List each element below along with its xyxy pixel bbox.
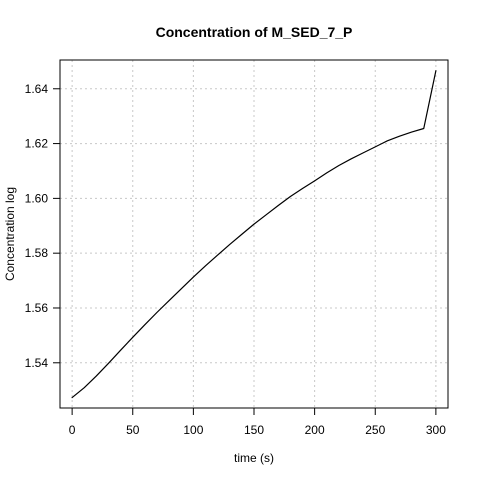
y-axis: 1.54 1.56 1.58 1.60 1.62 1.64 [25, 82, 61, 370]
x-tick-label: 150 [244, 423, 264, 437]
x-tick-label: 100 [183, 423, 203, 437]
y-tick-label: 1.56 [25, 301, 49, 315]
x-tick-label: 200 [305, 423, 325, 437]
x-tick-label: 0 [69, 423, 76, 437]
y-tick-label: 1.54 [25, 356, 49, 370]
y-tick-label: 1.60 [25, 191, 49, 205]
y-tick-label: 1.62 [25, 137, 49, 151]
x-axis: 0 50 100 150 200 250 300 [69, 407, 446, 437]
y-tick-label: 1.58 [25, 246, 49, 260]
x-axis-label: time (s) [234, 451, 274, 465]
x-tick-label: 300 [426, 423, 446, 437]
y-tick-label: 1.64 [25, 82, 49, 96]
y-axis-label: Concentration log [3, 187, 17, 281]
grid-lines [60, 60, 448, 408]
concentration-line [71, 70, 437, 399]
x-tick-label: 50 [126, 423, 140, 437]
x-tick-label: 250 [365, 423, 385, 437]
chart-title: Concentration of M_SED_7_P [156, 24, 353, 40]
